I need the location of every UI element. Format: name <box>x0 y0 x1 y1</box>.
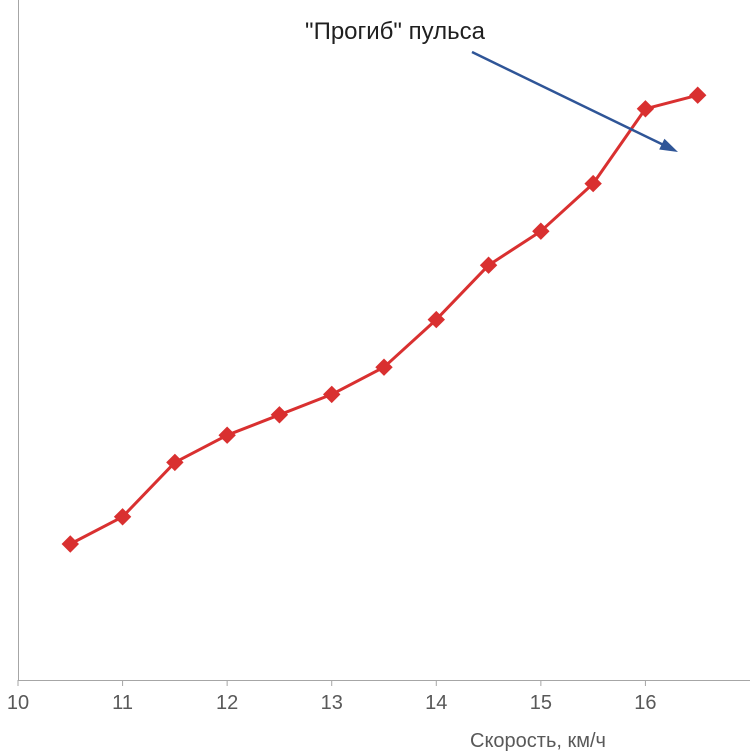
series-line <box>70 95 697 544</box>
series-marker <box>690 87 706 103</box>
annotation-arrow-line <box>472 52 668 147</box>
annotation-arrow-head <box>659 139 678 152</box>
x-tick-label: 10 <box>7 692 29 715</box>
x-axis-title: Скорость, км/ч <box>470 730 606 753</box>
x-tick-label: 12 <box>216 692 238 715</box>
x-tick-label: 14 <box>425 692 447 715</box>
annotation-label: "Прогиб" пульса <box>305 18 485 46</box>
x-tick-label: 13 <box>321 692 343 715</box>
series-marker <box>219 427 235 443</box>
series-marker <box>62 536 78 552</box>
plot-area: 10 11 12 13 14 15 16 Скорость, км/ч "Прогиб" п… <box>0 0 750 754</box>
chart-svg <box>0 0 750 754</box>
x-tick-label: 15 <box>530 692 552 715</box>
series-marker <box>271 407 287 423</box>
chart-container: 10 11 12 13 14 15 16 Скорость, км/ч "Прогиб" п… <box>0 0 750 754</box>
x-tick-label: 16 <box>634 692 656 715</box>
x-tick-label: 11 <box>112 692 133 715</box>
series-marker <box>324 386 340 402</box>
